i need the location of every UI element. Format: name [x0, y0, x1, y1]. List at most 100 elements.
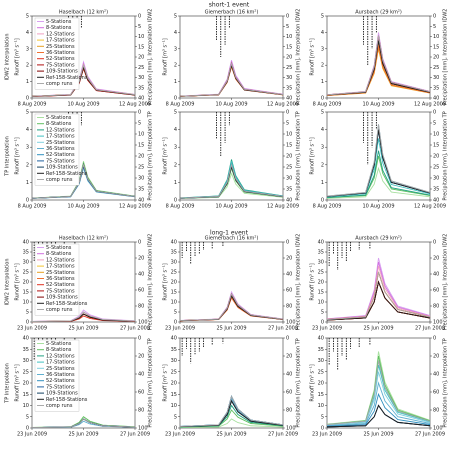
y-axis-label: Runoff [m³ s⁻¹] [15, 364, 21, 401]
y2-tick-label: 0 [433, 110, 436, 116]
legend-label[interactable]: comp runs [46, 81, 73, 87]
legend-label[interactable]: Ref-158-Stations [46, 75, 88, 81]
legend-label[interactable]: 12-Stations [46, 353, 75, 359]
x-tick-label: 12 Aug 2009 [267, 102, 299, 108]
legend-label[interactable]: 8-Stations [46, 25, 72, 31]
legend-label[interactable]: 75-Stations [46, 384, 75, 390]
y2-tick-label: 40 [433, 272, 439, 278]
legend-label[interactable]: 8-Stations [46, 121, 72, 127]
y-tick-label: 0 [321, 96, 324, 102]
plot-frame [179, 337, 284, 429]
y2-tick-label: 35 [138, 85, 144, 91]
legend-label[interactable]: 75-Stations [46, 158, 75, 164]
x-tick-label: 12 Aug 2009 [119, 102, 151, 108]
legend-label[interactable]: 17-Stations [46, 360, 75, 366]
y-tick-label: 15 [318, 392, 324, 398]
legend-label[interactable]: 12-Stations [46, 31, 75, 37]
legend-label[interactable]: 8-Stations [46, 347, 72, 353]
event-title: long-1 event [210, 230, 249, 237]
legend-label[interactable]: 52-Stations [46, 282, 75, 288]
runoff-line [31, 163, 136, 199]
legend-label[interactable]: 12-Stations [46, 257, 75, 263]
legend-label[interactable]: comp runs [46, 177, 73, 183]
y-tick-label: 30 [171, 260, 177, 266]
x-tick-label: 12 Aug 2009 [119, 204, 151, 210]
x-tick-label: 23 Jun 2009 [17, 326, 47, 332]
legend-label[interactable]: 36-Stations [46, 276, 75, 282]
legend-label[interactable]: 17-Stations [46, 38, 75, 44]
legend-label[interactable]: 25-Stations [46, 270, 75, 276]
y-axis-label: Runoff [m³ s⁻¹] [310, 364, 316, 401]
row-label: TP Interpolation [5, 363, 11, 404]
legend-label[interactable]: 25-Stations [46, 140, 75, 146]
y2-tick-label: 25 [433, 165, 439, 171]
legend-label[interactable]: 5-Stations [46, 245, 72, 251]
legend-label[interactable]: 109-Stations [46, 391, 78, 397]
y-tick-label: 2 [174, 63, 177, 69]
y-tick-label: 35 [23, 347, 29, 353]
y-tick-label: 0 [321, 320, 324, 326]
y-tick-label: 35 [318, 250, 324, 256]
legend-label[interactable]: comp runs [46, 403, 73, 409]
y-tick-label: 35 [171, 347, 177, 353]
legend-label[interactable]: 36-Stations [46, 146, 75, 152]
legend-label[interactable]: 5-Stations [46, 341, 72, 347]
y-tick-label: 2 [321, 162, 324, 168]
legend-label[interactable]: 12-Stations [46, 127, 75, 133]
legend-label[interactable]: 17-Stations [46, 134, 75, 140]
y-tick-label: 15 [171, 290, 177, 296]
legend-label[interactable]: 36-Stations [46, 372, 75, 378]
y-tick-label: 5 [26, 310, 29, 316]
runoff-line [179, 172, 284, 200]
legend-label[interactable]: 75-Stations [46, 62, 75, 68]
y2-axis-label: Precipitation [mm], Interpolation IDW2 [296, 9, 302, 106]
runoff-line [326, 35, 431, 96]
y-tick-label: 15 [318, 290, 324, 296]
legend-label[interactable]: 5-Stations [46, 115, 72, 121]
y2-tick-label: 0 [433, 240, 436, 246]
y2-tick-label: 0 [433, 14, 436, 20]
legend-label[interactable]: Ref-158-Stations [46, 397, 88, 403]
legend-label[interactable]: 36-Stations [46, 50, 75, 56]
y2-tick-label: 15 [286, 143, 292, 149]
y2-tick-label: 40 [286, 198, 292, 204]
legend-label[interactable]: 109-Stations [46, 295, 78, 301]
x-tick-label: 12 Aug 2009 [414, 102, 446, 108]
legend-label[interactable]: 75-Stations [46, 288, 75, 294]
legend-label[interactable]: 109-Stations [46, 69, 78, 75]
y2-tick-label: 0 [138, 240, 141, 246]
y2-tick-label: 25 [286, 165, 292, 171]
legend-label[interactable]: 8-Stations [46, 251, 72, 257]
y2-tick-label: 10 [138, 132, 144, 138]
runoff-line [326, 271, 431, 320]
y-tick-label: 15 [23, 392, 29, 398]
y2-tick-label: 80 [138, 408, 144, 414]
legend-label[interactable]: comp runs [46, 307, 73, 313]
x-tick-label: 25 Jun 2009 [363, 432, 393, 438]
legend-label[interactable]: 25-Stations [46, 366, 75, 372]
y2-tick-label: 15 [433, 143, 439, 149]
y-tick-label: 40 [23, 336, 29, 342]
x-tick-label: 27 Jun 2009 [120, 326, 150, 332]
y2-tick-label: 40 [433, 96, 439, 102]
y-tick-label: 2 [26, 162, 29, 168]
y-tick-label: 5 [174, 110, 177, 116]
runoff-line [326, 392, 431, 427]
legend-label[interactable]: 17-Stations [46, 264, 75, 270]
y2-tick-label: 15 [138, 143, 144, 149]
y-axis-label: Runoff [m³ s⁻¹] [163, 364, 169, 401]
legend-label[interactable]: 52-Stations [46, 378, 75, 384]
legend-label[interactable]: Ref-158-Stations [46, 301, 88, 307]
x-tick-label: 25 Jun 2009 [216, 432, 246, 438]
y2-tick-label: 5 [138, 121, 141, 127]
legend-label[interactable]: 52-Stations [46, 152, 75, 158]
legend-label[interactable]: 5-Stations [46, 19, 72, 25]
legend-label[interactable]: 25-Stations [46, 44, 75, 50]
legend-label[interactable]: 52-Stations [46, 56, 75, 62]
y-tick-label: 25 [23, 369, 29, 375]
legend-label[interactable]: 109-Stations [46, 165, 78, 171]
y-tick-label: 35 [23, 250, 29, 256]
runoff-line [326, 371, 431, 426]
legend-label[interactable]: Ref-158-Stations [46, 171, 88, 177]
